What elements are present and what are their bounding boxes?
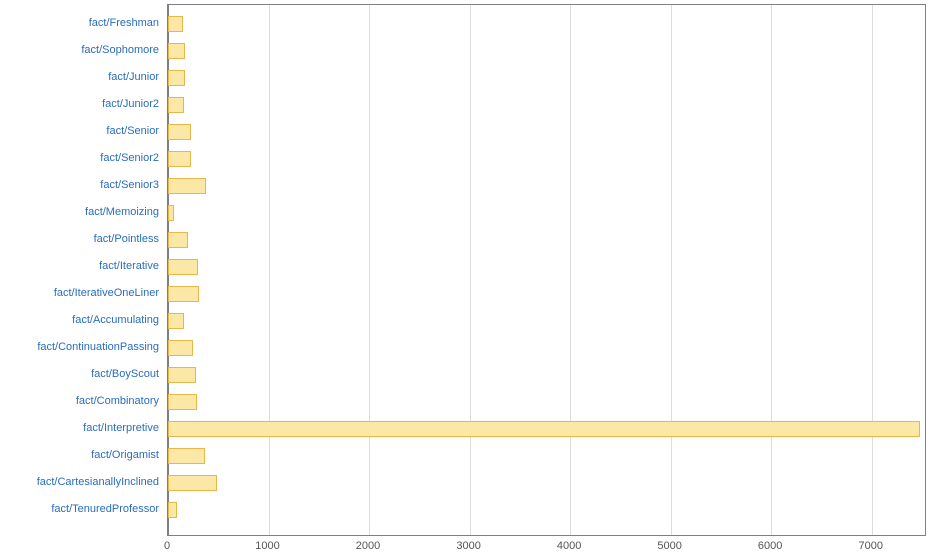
x-tick-label: 1000 [255, 540, 279, 552]
bar [168, 43, 185, 59]
bar [168, 448, 205, 464]
bar [168, 286, 199, 302]
y-category-text: fact/Freshman [89, 17, 159, 29]
y-category-label: fact/Interpretive [83, 422, 159, 434]
y-category-label: fact/Accumulating [72, 314, 159, 326]
y-category-label: fact/Pointless [94, 233, 159, 245]
bar [168, 205, 174, 221]
y-category-text: fact/CartesianallyInclined [37, 476, 159, 488]
bar [168, 502, 177, 518]
bar [168, 313, 184, 329]
bar [168, 151, 191, 167]
y-category-text: fact/ContinuationPassing [37, 341, 159, 353]
x-tick-label: 7000 [858, 540, 882, 552]
y-category-text: fact/TenuredProfessor [51, 503, 159, 515]
bar [168, 70, 185, 86]
gridline [671, 5, 672, 535]
y-category-text: fact/Senior2 [100, 152, 159, 164]
gridline [470, 5, 471, 535]
y-category-text: fact/Pointless [94, 233, 159, 245]
bar [168, 124, 191, 140]
y-category-label: fact/Junior [108, 71, 159, 83]
gridline [369, 5, 370, 535]
x-tick-label: 2000 [356, 540, 380, 552]
y-category-text: fact/Iterative [99, 260, 159, 272]
y-category-label: fact/Combinatory [76, 395, 159, 407]
gridline [872, 5, 873, 535]
bar [168, 475, 217, 491]
y-category-text: fact/Accumulating [72, 314, 159, 326]
y-category-label: fact/Sophomore [81, 44, 159, 56]
bar [168, 97, 184, 113]
y-category-text: fact/Senior3 [100, 179, 159, 191]
y-category-label: fact/TenuredProfessor [51, 503, 159, 515]
y-category-text: fact/Origamist [91, 449, 159, 461]
bar [168, 259, 198, 275]
bar [168, 340, 193, 356]
bar [168, 367, 196, 383]
y-category-text: fact/Junior [108, 71, 159, 83]
y-category-text: fact/Senior [106, 125, 159, 137]
y-category-label: fact/BoyScout [91, 368, 159, 380]
gridline [570, 5, 571, 535]
x-tick-label: 4000 [557, 540, 581, 552]
x-tick-label: 3000 [456, 540, 480, 552]
x-tick-label: 6000 [758, 540, 782, 552]
bar [168, 178, 206, 194]
y-category-label: fact/Freshman [89, 17, 159, 29]
y-category-text: fact/Sophomore [81, 44, 159, 56]
y-category-text: fact/Memoizing [85, 206, 159, 218]
y-category-text: fact/IterativeOneLiner [54, 287, 159, 299]
gridline [269, 5, 270, 535]
y-category-text: fact/Interpretive [83, 422, 159, 434]
bar [168, 232, 188, 248]
bar [168, 394, 197, 410]
y-category-text: fact/Junior2 [102, 98, 159, 110]
y-category-label: fact/Origamist [91, 449, 159, 461]
plot-area [167, 4, 926, 536]
bar [168, 16, 183, 32]
y-category-label: fact/Memoizing [85, 206, 159, 218]
y-category-text: fact/Combinatory [76, 395, 159, 407]
y-category-label: fact/Senior3 [100, 179, 159, 191]
y-category-label: fact/Iterative [99, 260, 159, 272]
gridline [771, 5, 772, 535]
y-category-label: fact/Senior [106, 125, 159, 137]
y-category-label: fact/IterativeOneLiner [54, 287, 159, 299]
x-tick-label: 0 [164, 540, 170, 552]
y-category-label: fact/Senior2 [100, 152, 159, 164]
horizontal-bar-chart: fact/Freshman fact/Sophomore fact/Junior fa… [0, 0, 932, 558]
y-category-text: fact/BoyScout [91, 368, 159, 380]
x-tick-label: 5000 [657, 540, 681, 552]
bar [168, 421, 920, 437]
y-category-label: fact/ContinuationPassing [37, 341, 159, 353]
y-category-label: fact/CartesianallyInclined [37, 476, 159, 488]
y-category-label: fact/Junior2 [102, 98, 159, 110]
